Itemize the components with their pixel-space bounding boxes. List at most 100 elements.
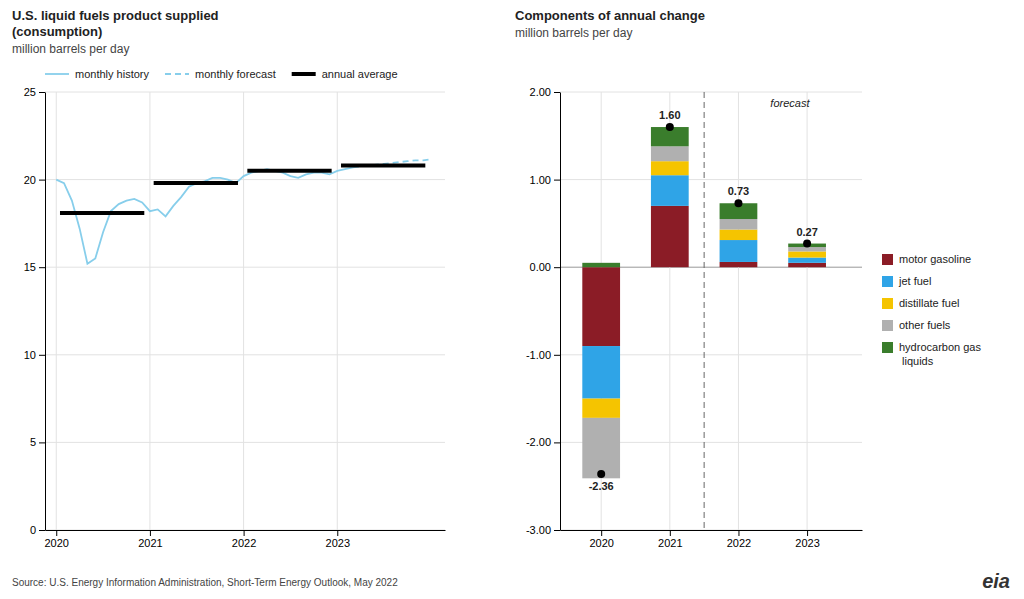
legend-label: monthly forecast <box>195 68 276 80</box>
bar-segment <box>788 263 826 267</box>
legend: motor gasoline jet fuel distillate fuel oth… <box>882 253 981 367</box>
bar-series <box>582 161 826 418</box>
y-tick-label: -1.00 <box>526 349 551 361</box>
logo: eia <box>982 570 1010 592</box>
line-series <box>56 167 353 263</box>
legend-swatch <box>882 276 893 287</box>
grid-line-x <box>56 92 57 530</box>
y-tick-label: 15 <box>24 261 36 273</box>
y-tick: 1.00 <box>530 174 560 186</box>
y-tick: 2.00 <box>530 86 560 98</box>
x-tick-mark <box>601 530 602 536</box>
annual-average <box>247 169 331 173</box>
text-line: motor gasoline <box>899 253 971 265</box>
legend-swatch <box>882 342 893 353</box>
y-tick-label: 0.00 <box>530 261 551 273</box>
legend-item: hydrocarbon gas liquids <box>882 341 981 367</box>
plot-area <box>56 159 431 263</box>
grid-line-y <box>45 267 445 268</box>
bar-segment <box>788 258 826 263</box>
y-tick: 25 <box>24 86 45 98</box>
x-tick: 2021 <box>138 530 162 549</box>
grid-line-y <box>45 530 445 531</box>
y-tick-label: 1.00 <box>530 174 551 186</box>
bar-segment <box>582 418 620 478</box>
y-tick: 10 <box>24 349 45 361</box>
y-tick-mark <box>554 355 560 356</box>
subtitle: million barrels per day <box>12 42 129 56</box>
data-label: 0.27 <box>796 226 817 238</box>
annual-average <box>341 164 425 168</box>
y-tick: -1.00 <box>526 349 560 361</box>
bar-segment <box>651 206 689 267</box>
forecast-divider <box>704 92 705 530</box>
legend-item: jet fuel <box>882 275 931 287</box>
grid-line-x <box>149 92 150 530</box>
grid-line-y <box>45 354 445 355</box>
bar-segment <box>651 146 689 161</box>
annual-average <box>60 211 144 215</box>
grid-line-x <box>243 92 244 530</box>
x-axis: 2020202120222023 <box>561 530 863 549</box>
y-tick-mark <box>554 92 560 93</box>
y-tick: 5 <box>30 436 45 448</box>
y-tick: 0 <box>30 524 45 536</box>
legend-item: monthly forecast <box>165 68 276 80</box>
legend-swatch <box>882 298 893 309</box>
y-tick-mark <box>554 267 560 268</box>
y-tick-label: 0 <box>30 524 36 536</box>
x-tick-mark <box>337 530 338 536</box>
y-tick-mark <box>39 267 45 268</box>
x-tick-mark <box>244 530 245 536</box>
x-tick-label: 2021 <box>658 537 682 549</box>
data-labels: -2.361.600.730.27 <box>589 109 818 492</box>
y-tick-label: 25 <box>24 86 36 98</box>
legend-label: monthly history <box>75 68 149 80</box>
x-tick: 2023 <box>795 530 819 549</box>
grid <box>560 92 862 530</box>
total-point <box>734 199 742 207</box>
title: U.S. liquid fuels product supplied(consu… <box>12 8 219 39</box>
grid-line-y <box>45 442 445 443</box>
legend-label: other fuels <box>899 319 951 331</box>
legend: monthly history monthly forecast annual av… <box>45 68 398 80</box>
text-line: jet fuel <box>898 275 931 287</box>
y-tick-label: -2.00 <box>526 436 551 448</box>
y-tick-mark <box>39 92 45 93</box>
grid-line-x <box>337 92 338 530</box>
y-tick-mark <box>554 180 560 181</box>
source: Source: U.S. Energy Information Administ… <box>12 577 398 588</box>
bar-segment <box>651 161 689 175</box>
legend-label: hydrocarbon gas liquids <box>899 341 981 367</box>
chart-1: Components of annual changemillion barre… <box>515 8 981 549</box>
x-axis: 2020202120222023 <box>44 530 445 549</box>
bar-segment <box>720 219 758 230</box>
total-point <box>803 240 811 248</box>
bar-segment <box>788 251 826 257</box>
y-axis-line <box>45 93 46 531</box>
legend-item: distillate fuel <box>882 297 960 309</box>
text-line: (consumption) <box>12 24 102 39</box>
text-line: hydrocarbon gas <box>899 341 981 353</box>
legend-swatch <box>165 73 189 75</box>
y-tick-label: -3.00 <box>526 524 551 536</box>
x-tick-mark <box>738 530 739 536</box>
legend-swatch <box>882 254 893 265</box>
y-axis: -3.00 -2.00 -1.00 0.00 1.00 2.00 <box>526 86 561 536</box>
text-line: other fuels <box>899 319 951 331</box>
x-tick-label: 2022 <box>727 537 751 549</box>
x-tick: 2022 <box>727 530 751 549</box>
text-line: Components of annual change <box>515 8 705 23</box>
data-label: 1.60 <box>659 109 680 121</box>
y-tick-mark <box>39 180 45 181</box>
x-tick: 2023 <box>326 530 350 549</box>
legend-label: jet fuel <box>898 275 931 287</box>
y-tick-mark <box>554 530 560 531</box>
y-axis: 0510152025 <box>24 86 46 536</box>
legend-swatch <box>882 320 893 331</box>
grid <box>45 92 445 530</box>
y-tick-label: 5 <box>30 436 36 448</box>
legend-label: annual average <box>322 68 398 80</box>
grid-line-y <box>45 92 445 93</box>
y-tick-label: 10 <box>24 349 36 361</box>
